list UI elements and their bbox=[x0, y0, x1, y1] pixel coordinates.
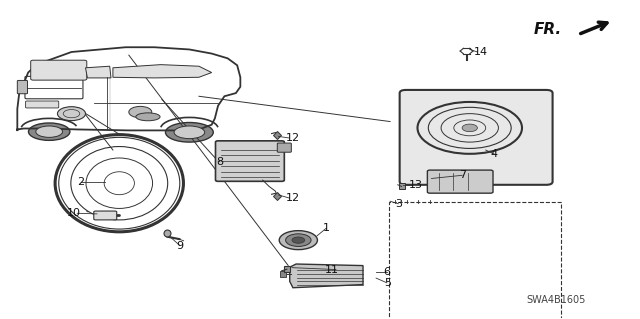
Circle shape bbox=[292, 237, 305, 243]
FancyBboxPatch shape bbox=[216, 141, 284, 181]
FancyBboxPatch shape bbox=[17, 80, 28, 94]
Ellipse shape bbox=[136, 113, 160, 121]
Text: 1: 1 bbox=[323, 223, 330, 233]
Text: 7: 7 bbox=[459, 170, 466, 180]
FancyBboxPatch shape bbox=[399, 90, 552, 185]
Text: 12: 12 bbox=[286, 133, 300, 143]
Text: 10: 10 bbox=[67, 208, 81, 218]
Text: FR.: FR. bbox=[534, 22, 562, 37]
Text: 4: 4 bbox=[491, 149, 498, 159]
Text: 5: 5 bbox=[384, 278, 391, 288]
Ellipse shape bbox=[174, 126, 205, 139]
Polygon shape bbox=[86, 66, 111, 78]
Text: 12: 12 bbox=[286, 193, 300, 203]
Text: SWA4B1605: SWA4B1605 bbox=[526, 295, 586, 305]
Text: 2: 2 bbox=[77, 177, 84, 187]
Text: 14: 14 bbox=[474, 47, 488, 57]
Text: 13: 13 bbox=[409, 181, 423, 190]
Text: 9: 9 bbox=[177, 241, 184, 250]
Polygon shape bbox=[113, 65, 212, 78]
Circle shape bbox=[129, 106, 152, 118]
FancyBboxPatch shape bbox=[94, 211, 116, 220]
Text: 6: 6 bbox=[384, 267, 391, 277]
Ellipse shape bbox=[166, 122, 213, 142]
FancyBboxPatch shape bbox=[428, 170, 493, 193]
Circle shape bbox=[285, 234, 311, 247]
FancyBboxPatch shape bbox=[277, 143, 291, 152]
Text: 3: 3 bbox=[395, 199, 402, 209]
Circle shape bbox=[279, 231, 317, 250]
Circle shape bbox=[462, 124, 477, 132]
Polygon shape bbox=[290, 264, 363, 288]
Text: 8: 8 bbox=[216, 157, 223, 167]
Ellipse shape bbox=[28, 123, 70, 140]
Ellipse shape bbox=[36, 126, 63, 137]
Circle shape bbox=[58, 107, 86, 121]
Text: 11: 11 bbox=[325, 264, 339, 275]
FancyBboxPatch shape bbox=[26, 101, 59, 108]
FancyBboxPatch shape bbox=[31, 60, 87, 80]
